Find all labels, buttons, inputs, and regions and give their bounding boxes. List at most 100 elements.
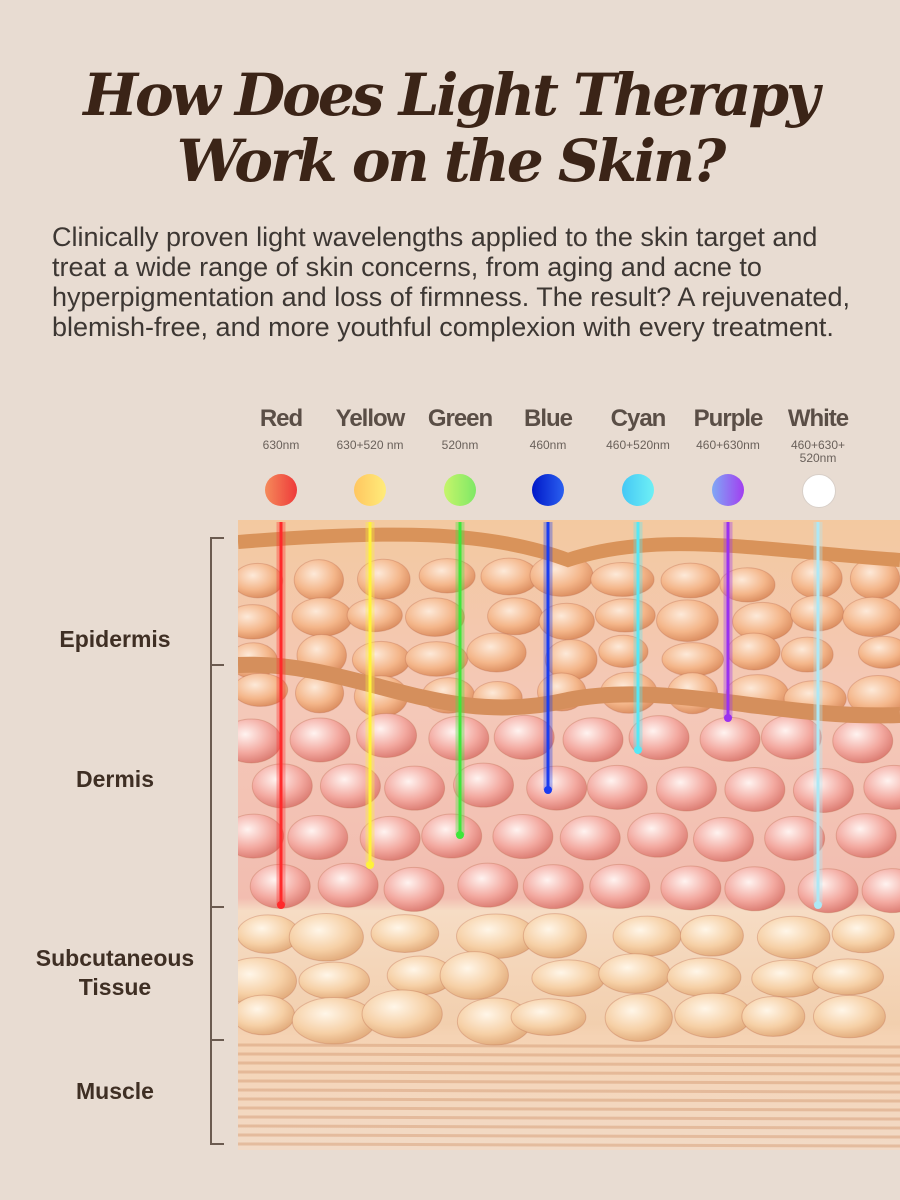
title-line-1: How Does Light Therapy <box>83 61 819 129</box>
skin-cell <box>858 635 900 669</box>
skin-cell <box>480 557 539 596</box>
bracket-tick <box>210 906 224 908</box>
skin-cell <box>405 597 465 637</box>
skin-cell <box>351 640 411 679</box>
skin-cell <box>863 764 900 810</box>
skin-cell <box>370 914 440 953</box>
layer-label-dermis: Dermis <box>76 766 154 792</box>
light-blue: Blue 460nm <box>493 405 603 452</box>
muscle-fiber <box>238 1142 900 1148</box>
skin-cell <box>692 816 754 862</box>
skin-cell <box>287 815 349 861</box>
skin-cell <box>493 714 555 760</box>
skin-cell <box>522 913 587 959</box>
skin-cell <box>832 718 894 764</box>
intro-text: Clinically proven light wavelengths appl… <box>52 222 850 342</box>
skin-cell <box>699 716 761 762</box>
skin-cell <box>357 558 411 600</box>
light-name: Purple <box>693 405 764 432</box>
skin-cell <box>453 762 515 808</box>
light-name: White <box>787 405 849 432</box>
blue-light-dot-icon <box>532 474 564 506</box>
skin-cell <box>655 766 717 812</box>
muscle-fiber <box>238 1124 900 1130</box>
skin-cell <box>792 767 854 813</box>
skin-cell <box>487 597 544 636</box>
white-light-dot-icon <box>802 474 836 508</box>
skin-cell <box>812 994 886 1039</box>
skin-cell <box>562 717 624 763</box>
muscle-fiber <box>238 1088 900 1094</box>
muscle-fiber <box>238 1043 900 1049</box>
light-name: Yellow <box>335 405 406 432</box>
muscle-fiber <box>238 1061 900 1067</box>
beam-end-point <box>814 901 822 909</box>
skin-cell <box>674 992 752 1039</box>
skin-cell <box>356 712 418 758</box>
skin-cell <box>586 764 648 810</box>
skin-cell <box>466 632 527 673</box>
bracket-tick <box>210 537 224 539</box>
skin-cell <box>719 567 776 603</box>
skin-cell <box>359 815 421 861</box>
beam-end-point <box>724 714 732 722</box>
skin-cell <box>598 634 649 668</box>
skin-cell <box>727 632 781 671</box>
muscle-fiber <box>238 1097 900 1103</box>
epidermis-dermis-boundary <box>238 656 900 724</box>
skin-cell <box>627 812 689 858</box>
muscle-fiber <box>238 1070 900 1076</box>
skin-cell <box>835 813 897 859</box>
skin-cell <box>457 862 519 908</box>
skin-cell <box>421 813 483 859</box>
layer-label-line: Subcutaneous <box>35 945 195 971</box>
epidermis-surface <box>238 527 900 568</box>
skin-cell <box>288 912 364 962</box>
skin-cell <box>238 562 284 599</box>
skin-cell <box>531 959 606 997</box>
skin-cell <box>559 815 621 861</box>
cyan-light-dot-icon <box>622 474 654 506</box>
muscle-fiber <box>238 1052 900 1058</box>
light-green: Green 520nm <box>405 405 515 452</box>
light-wavelength: 520nm <box>441 438 479 452</box>
title-line-2: Work on the Skin? <box>176 127 726 195</box>
skin-cell <box>724 766 786 812</box>
light-name: Blue <box>523 405 573 432</box>
skin-cell <box>589 863 651 909</box>
light-name: Red <box>259 405 303 432</box>
skin-cell <box>780 636 834 673</box>
skin-cell <box>384 765 446 811</box>
light-wavelength: 630nm <box>262 438 300 452</box>
layer-label-muscle: Muscle <box>76 1078 154 1104</box>
bracket-tick <box>210 1039 224 1041</box>
skin-cell <box>812 958 885 996</box>
muscle-fiber <box>238 1079 900 1085</box>
skin-cell <box>383 866 445 912</box>
skin-cell <box>598 953 671 994</box>
skin-cell <box>298 961 371 1000</box>
muscle-fiber <box>238 1106 900 1112</box>
skin-cell <box>289 717 351 763</box>
beam-end-point <box>634 746 642 754</box>
skin-cell <box>522 864 584 910</box>
beam-end-point <box>456 831 464 839</box>
beam-end-point <box>544 786 552 794</box>
skin-cell <box>404 641 469 677</box>
skin-cell <box>238 813 285 859</box>
light-white: White 460+630+ 520nm <box>763 405 873 465</box>
skin-cell <box>346 598 403 633</box>
skin-cell <box>724 866 786 912</box>
light-red: Red 630nm <box>226 405 336 452</box>
skin-cell <box>538 602 595 641</box>
skin-cell <box>590 561 655 597</box>
beam-end-point <box>277 901 285 909</box>
skin-cell <box>660 865 722 911</box>
light-wavelength: 460nm <box>529 438 567 452</box>
skin-cell <box>760 714 822 760</box>
page-title: How Does Light Therapy Work on the Skin? <box>0 62 900 194</box>
light-wavelength: 460+520nm <box>606 438 670 452</box>
skin-cell <box>679 914 744 957</box>
skin-cell <box>418 558 476 594</box>
layer-label-subcutaneous: Subcutaneous Tissue <box>20 944 210 1002</box>
